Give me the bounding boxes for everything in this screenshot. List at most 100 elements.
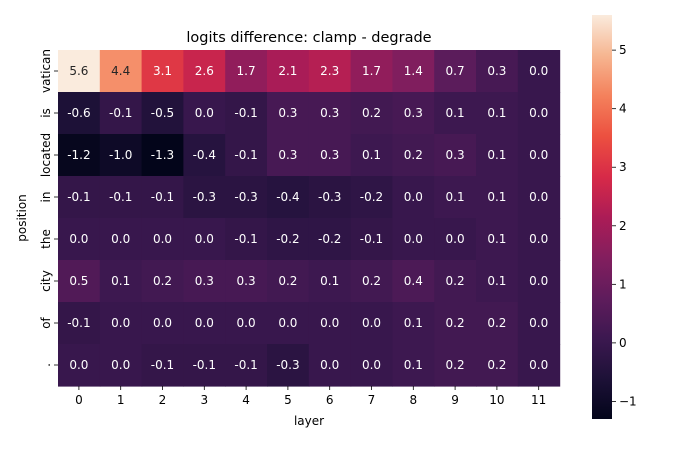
cell-value-label: -0.1 — [234, 358, 257, 372]
heatmap-cell — [141, 92, 184, 135]
cell-value-label: -0.4 — [276, 190, 299, 204]
heatmap-cell — [267, 260, 310, 303]
cell-value-label: 0.0 — [320, 358, 339, 372]
x-tick-label: 5 — [284, 393, 292, 407]
heatmap-cell — [225, 260, 268, 303]
x-tick-label: 3 — [200, 393, 208, 407]
y-tick-label: located — [39, 133, 53, 177]
heatmap-cell — [183, 134, 226, 177]
heatmap-cell — [350, 218, 393, 261]
heatmap-cell — [476, 260, 519, 303]
y-axis: vatican is located in the city of. — [39, 49, 58, 367]
heatmap-cell — [267, 344, 310, 387]
cell-value-label: 0.0 — [153, 232, 172, 246]
heatmap-cell — [183, 50, 226, 93]
heatmap-cell — [267, 218, 310, 261]
colorbar-tick-label: 4 — [619, 102, 627, 116]
heatmap-cell — [225, 92, 268, 135]
cell-value-label: 0.0 — [529, 190, 548, 204]
cell-value-label: 0.1 — [446, 106, 465, 120]
x-tick-label: 10 — [489, 393, 504, 407]
colorbar: −1 0 1 2 3 4 5 — [592, 15, 637, 419]
y-tick-label: . — [39, 363, 53, 367]
cell-value-label: 3.1 — [153, 64, 172, 78]
heatmap-cell — [517, 218, 561, 261]
heatmap-cell — [99, 50, 143, 93]
cell-value-label: -0.1 — [234, 106, 257, 120]
heatmap-cell — [517, 344, 561, 387]
y-tick-label: in — [39, 192, 53, 203]
heatmap-cell — [308, 92, 352, 135]
cell-value-label: 0.0 — [529, 148, 548, 162]
cell-value-label: 0.2 — [404, 148, 423, 162]
cell-value-label: 0.1 — [487, 148, 506, 162]
colorbar-tick-label: 1 — [619, 277, 627, 291]
cell-value-label: 0.0 — [111, 232, 130, 246]
cell-value-label: -0.1 — [193, 358, 216, 372]
heatmap-cell — [267, 176, 310, 219]
heatmap-cell — [99, 218, 143, 261]
heatmap-cell — [183, 218, 226, 261]
heatmap-cell — [350, 302, 393, 345]
cell-value-label: 0.2 — [487, 316, 506, 330]
cell-value-label: 0.0 — [529, 232, 548, 246]
cell-value-label: 0.1 — [320, 274, 339, 288]
chart-title: logits difference: clamp - degrade — [186, 30, 431, 46]
cell-value-label: -0.3 — [193, 190, 216, 204]
heatmap-cell — [58, 260, 101, 303]
heatmap-cell — [350, 92, 393, 135]
heatmap-cell — [141, 260, 184, 303]
heatmap-cell — [434, 50, 477, 93]
heatmap-cell — [476, 344, 519, 387]
heatmap-cell — [476, 176, 519, 219]
heatmap-cell — [392, 218, 435, 261]
cell-value-label: 0.0 — [404, 232, 423, 246]
cell-value-label: 0.3 — [237, 274, 256, 288]
heatmap-cell — [392, 344, 435, 387]
heatmap-cell — [141, 344, 184, 387]
cell-value-label: 0.2 — [446, 316, 465, 330]
heatmap-cell — [141, 218, 184, 261]
cell-value-label: -0.1 — [109, 106, 132, 120]
heatmap-cell — [58, 176, 101, 219]
cell-value-label: 0.2 — [153, 274, 172, 288]
heatmap-cell — [517, 302, 561, 345]
heatmap-cell — [308, 50, 352, 93]
heatmap-cell — [99, 92, 143, 135]
cell-value-label: 2.6 — [195, 64, 214, 78]
x-tick-label: 0 — [75, 393, 83, 407]
heatmap-cell — [392, 176, 435, 219]
cell-value-label: -1.0 — [109, 148, 132, 162]
cell-value-label: 1.7 — [362, 64, 381, 78]
cell-value-label: 0.3 — [278, 106, 297, 120]
cell-value-label: 0.0 — [529, 358, 548, 372]
heatmap-cell — [225, 134, 268, 177]
cell-value-label: -0.2 — [318, 232, 341, 246]
heatmap-cell — [434, 260, 477, 303]
cell-value-label: 0.2 — [487, 358, 506, 372]
heatmap-cell — [517, 176, 561, 219]
cell-value-label: 0.0 — [153, 316, 172, 330]
heatmap-cell — [225, 176, 268, 219]
heatmap-cell — [308, 218, 352, 261]
heatmap-cell — [392, 134, 435, 177]
heatmap-cell — [350, 134, 393, 177]
x-tick-label: 4 — [242, 393, 250, 407]
colorbar-tick-label: −1 — [619, 394, 637, 408]
heatmap-cell — [392, 260, 435, 303]
heatmap-cell — [58, 218, 101, 261]
x-tick-label: 7 — [368, 393, 376, 407]
heatmap-cell — [267, 50, 310, 93]
cell-value-label: 0.3 — [278, 148, 297, 162]
heatmap-cell — [434, 92, 477, 135]
heatmap-cell — [517, 92, 561, 135]
colorbar-tick-label: 5 — [619, 43, 627, 57]
cell-value-label: 0.0 — [237, 316, 256, 330]
heatmap-cell — [434, 176, 477, 219]
cell-value-label: 0.0 — [529, 274, 548, 288]
cell-value-label: 0.0 — [195, 316, 214, 330]
heatmap-cell — [183, 260, 226, 303]
cell-value-label: -0.1 — [151, 358, 174, 372]
cell-value-label: 0.2 — [446, 274, 465, 288]
cell-value-label: 0.5 — [69, 274, 88, 288]
